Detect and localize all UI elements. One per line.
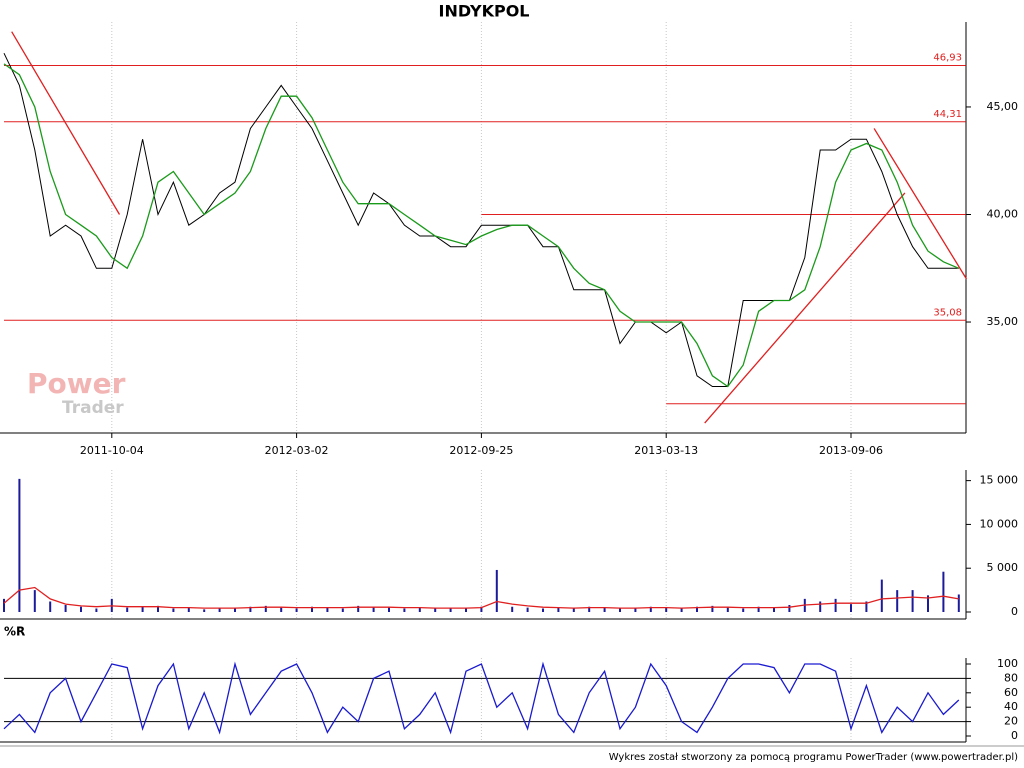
volume-bar bbox=[927, 595, 929, 612]
y-tick-label: 15 000 bbox=[980, 474, 1019, 487]
volume-bar bbox=[80, 606, 82, 612]
volume-bar bbox=[649, 606, 652, 612]
volume-bar bbox=[280, 607, 283, 612]
volume-bar bbox=[634, 607, 637, 612]
volume-bar bbox=[696, 606, 698, 612]
volume-bar bbox=[341, 608, 344, 612]
volume-bar bbox=[218, 608, 221, 612]
volume-bar bbox=[357, 605, 360, 612]
volume-bar bbox=[64, 604, 67, 612]
volume-bar bbox=[680, 608, 683, 612]
volume-bar bbox=[942, 571, 945, 612]
y-tick-label: 40,00 bbox=[987, 207, 1019, 220]
volume-bar bbox=[834, 598, 837, 612]
volume-bar bbox=[526, 607, 529, 612]
volume-bar bbox=[665, 607, 668, 612]
volume-bar bbox=[957, 594, 960, 612]
series-line bbox=[3, 52, 959, 387]
volume-bar bbox=[588, 606, 591, 612]
series-line bbox=[3, 586, 959, 609]
series-line bbox=[3, 63, 960, 388]
volume-bar bbox=[511, 606, 514, 612]
volume-bar bbox=[49, 601, 52, 612]
y-tick-label: 45,00 bbox=[987, 100, 1019, 113]
volume-bar bbox=[33, 590, 36, 612]
series-line bbox=[3, 661, 960, 735]
volume-bar bbox=[388, 607, 390, 612]
volume-bar bbox=[542, 608, 544, 612]
watermark: Power bbox=[27, 367, 126, 400]
y-tick-label: 5 000 bbox=[987, 561, 1019, 574]
volume-bar bbox=[3, 598, 5, 612]
volume-bar bbox=[911, 590, 914, 612]
volume-bar bbox=[726, 607, 729, 612]
volume-bar bbox=[865, 601, 868, 612]
y-tick-label: 0 bbox=[1011, 605, 1018, 618]
level-label: 46,93 bbox=[933, 52, 962, 63]
volume-bar bbox=[403, 608, 406, 612]
volume-bar bbox=[495, 569, 498, 612]
volume-bar bbox=[619, 608, 621, 612]
volume-bar bbox=[372, 606, 375, 612]
volume-bar bbox=[896, 590, 899, 612]
x-tick-label: 2012-03-02 bbox=[265, 444, 329, 457]
volume-bar bbox=[603, 607, 606, 612]
volume-bar bbox=[711, 605, 714, 612]
volume-bar bbox=[465, 608, 467, 612]
volume-bar bbox=[557, 607, 560, 612]
volume-bar bbox=[126, 607, 129, 612]
volume-bar bbox=[572, 608, 575, 612]
volume-bar bbox=[326, 607, 329, 612]
x-tick-label: 2011-10-04 bbox=[80, 444, 144, 457]
volume-bar bbox=[234, 607, 236, 612]
volume-bar bbox=[203, 609, 206, 612]
volume-bar bbox=[788, 604, 791, 612]
volume-bar bbox=[742, 608, 745, 612]
volume-bar bbox=[172, 608, 175, 612]
volume-bar bbox=[449, 607, 452, 612]
y-tick-label: 40 bbox=[1004, 700, 1018, 713]
level-label: 35,08 bbox=[933, 307, 962, 318]
volume-bar bbox=[880, 579, 883, 612]
trend-line bbox=[704, 192, 906, 424]
volume-bar bbox=[434, 608, 437, 612]
volume-bar bbox=[819, 601, 822, 612]
volume-bar bbox=[264, 605, 267, 612]
level-label: 44,31 bbox=[933, 109, 962, 120]
volume-bar bbox=[418, 607, 421, 612]
footer: Wykres został stworzony za pomocą progra… bbox=[609, 752, 1018, 763]
trend-line bbox=[11, 31, 121, 215]
volume-bar bbox=[850, 604, 852, 612]
y-tick-label: 0 bbox=[1011, 729, 1018, 742]
y-tick-label: 100 bbox=[997, 657, 1018, 670]
volume-bar bbox=[187, 607, 190, 612]
y-tick-label: 20 bbox=[1004, 715, 1018, 728]
volume-bar bbox=[295, 608, 298, 612]
x-tick-label: 2013-09-06 bbox=[819, 444, 883, 457]
x-tick-label: 2012-09-25 bbox=[449, 444, 513, 457]
y-tick-label: 10 000 bbox=[980, 517, 1019, 530]
panel-title: %R bbox=[4, 625, 25, 639]
volume-bar bbox=[311, 606, 313, 612]
y-tick-label: 60 bbox=[1004, 686, 1018, 699]
y-tick-label: 35,00 bbox=[987, 315, 1019, 328]
volume-bar bbox=[773, 607, 775, 612]
trend-line bbox=[873, 128, 968, 280]
volume-bar bbox=[95, 608, 98, 612]
watermark: Trader bbox=[62, 398, 124, 418]
volume-bar bbox=[157, 605, 159, 612]
x-tick-label: 2013-03-13 bbox=[634, 444, 698, 457]
volume-bar bbox=[18, 478, 21, 612]
volume-bar bbox=[249, 606, 252, 612]
volume-bar bbox=[757, 606, 760, 612]
volume-bar bbox=[141, 606, 144, 612]
volume-bar bbox=[480, 606, 483, 612]
chart-title: INDYKPOL bbox=[439, 2, 530, 21]
y-tick-label: 80 bbox=[1004, 671, 1018, 684]
